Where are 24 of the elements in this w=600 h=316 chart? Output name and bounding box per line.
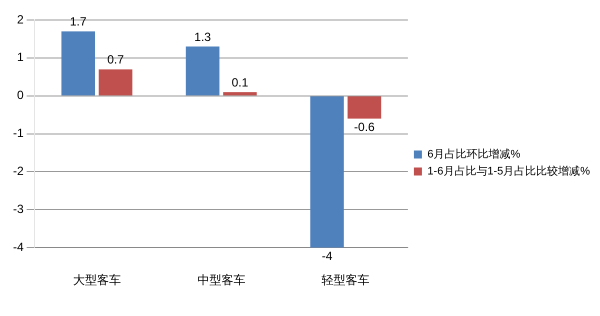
y-tick-label: -1 bbox=[13, 126, 24, 140]
data-label: -4 bbox=[322, 248, 333, 263]
y-tick-label: 1 bbox=[16, 50, 24, 64]
bar bbox=[98, 69, 132, 96]
bar bbox=[186, 46, 220, 96]
legend-label: 6月占比环比增减% bbox=[427, 148, 521, 161]
data-label: 0.1 bbox=[232, 75, 249, 90]
data-label: 0.7 bbox=[107, 52, 124, 67]
x-tick-label: 中型客车 bbox=[197, 273, 246, 288]
y-tick-label: -4 bbox=[13, 240, 24, 254]
y-tick-label: -2 bbox=[13, 164, 24, 178]
y-tick-label: 2 bbox=[16, 12, 24, 26]
bar bbox=[348, 96, 382, 119]
x-tick-label: 轻型客车 bbox=[322, 273, 370, 288]
bar bbox=[61, 31, 96, 96]
bar bbox=[310, 96, 344, 248]
data-label: -0.6 bbox=[354, 120, 376, 134]
x-tick-label: 大型客车 bbox=[72, 273, 121, 288]
bar bbox=[223, 92, 257, 96]
y-tick-label: 0 bbox=[16, 88, 24, 102]
data-label: 1.7 bbox=[70, 14, 87, 29]
legend-label: 1-6月占比与1-5月占比比较增减% bbox=[427, 164, 590, 178]
data-label: 1.3 bbox=[194, 30, 212, 44]
y-tick-label: -3 bbox=[13, 202, 24, 216]
